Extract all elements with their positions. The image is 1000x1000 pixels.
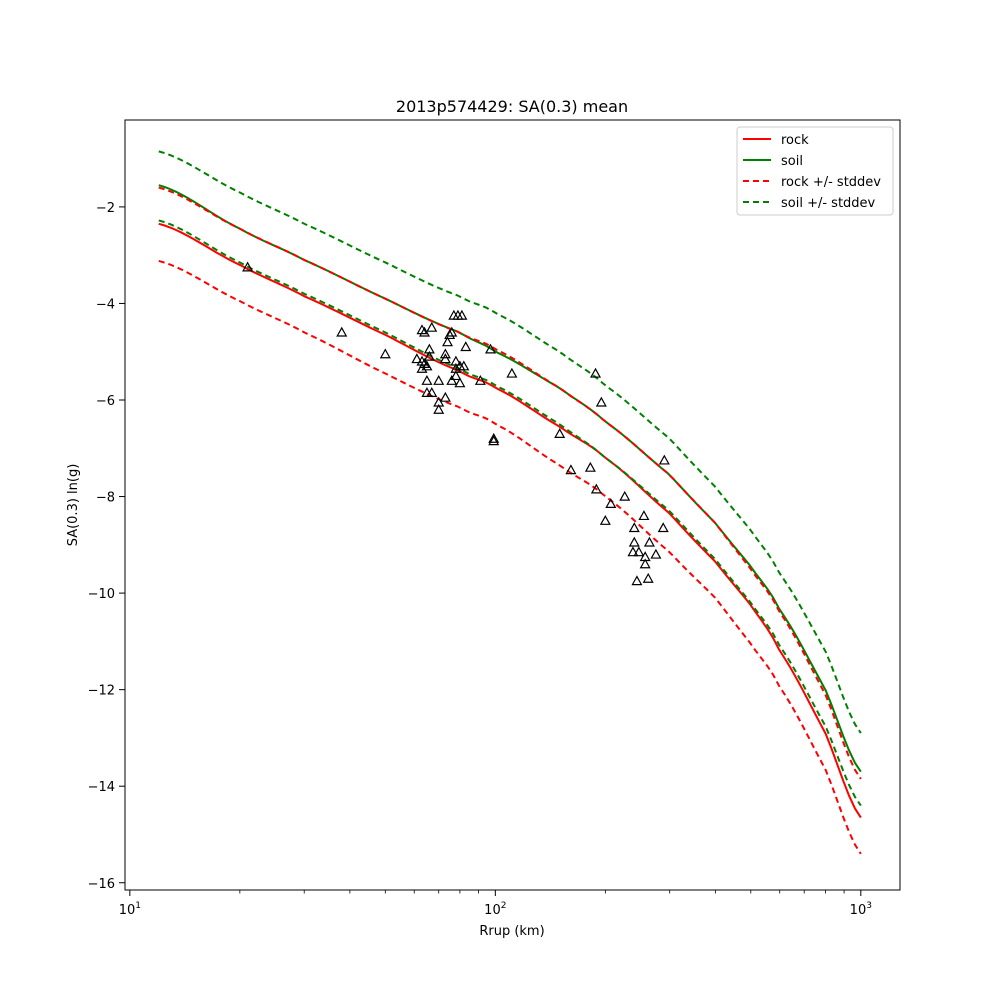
chart-title: 2013p574429: SA(0.3) mean <box>396 97 628 116</box>
observation-point <box>433 403 445 414</box>
legend-label: soil +/- stddev <box>781 196 876 211</box>
observation-point <box>454 377 466 388</box>
y-axis: −2 −4 −6 −8 −10 −12 −14 −16 <box>88 201 125 892</box>
observation-point <box>433 374 445 385</box>
observation-point <box>643 536 655 547</box>
legend-label: rock +/- stddev <box>781 175 881 190</box>
observation-point <box>444 329 456 340</box>
plot-area <box>158 150 862 855</box>
observation-point <box>633 546 645 557</box>
observation-point <box>439 353 451 364</box>
legend-box <box>736 126 894 216</box>
observation-point <box>418 358 431 368</box>
observation-point <box>418 326 431 337</box>
observation-point <box>599 514 611 525</box>
plot-frame <box>124 119 901 891</box>
observation-point <box>590 483 602 494</box>
legend-label: rock <box>781 133 809 148</box>
observation-point <box>627 546 639 557</box>
observation-point <box>638 510 650 521</box>
observation-point <box>650 548 662 559</box>
series-line-4 <box>158 150 862 734</box>
observation-point <box>605 498 617 508</box>
legend: rock soil rock +/- stddev soil +/- stddev <box>736 126 894 216</box>
y-tick-label: −2 <box>96 201 115 216</box>
x-axis: 101 102 103 <box>119 890 872 918</box>
observation-point <box>458 360 470 371</box>
observation-point <box>456 309 468 320</box>
series-line-0 <box>158 222 862 819</box>
observation-point <box>442 336 454 347</box>
y-tick-label: −8 <box>96 491 115 506</box>
series-line-3 <box>158 260 862 855</box>
observation-point <box>619 490 631 501</box>
y-tick-label: −12 <box>88 684 115 699</box>
x-tick-label: 102 <box>484 901 506 918</box>
observation-point <box>506 367 518 378</box>
x-axis-label: Rrup (km) <box>479 924 544 939</box>
observation-point <box>642 572 654 583</box>
observation-point <box>474 374 486 385</box>
y-tick-label: −16 <box>88 877 115 892</box>
observation-point <box>658 454 670 465</box>
y-tick-label: −14 <box>88 780 115 795</box>
observation-point <box>460 341 472 352</box>
observation-point <box>416 362 428 373</box>
observation-point <box>421 360 433 371</box>
observation-point <box>488 432 500 443</box>
observation-point <box>584 461 596 472</box>
observation-point <box>411 353 423 364</box>
observation-point <box>628 536 640 547</box>
observation-point <box>426 387 438 397</box>
observation-point <box>628 522 640 533</box>
observation-point <box>484 343 497 354</box>
observation-point <box>639 558 651 569</box>
observation-point <box>446 326 458 337</box>
observation-point <box>590 367 602 378</box>
series-layer <box>158 150 862 855</box>
observation-point <box>657 522 669 533</box>
observation-point <box>488 435 500 446</box>
y-tick-label: −4 <box>96 297 115 312</box>
observation-point <box>446 374 458 385</box>
observation-point <box>450 370 462 381</box>
observation-point <box>379 348 391 359</box>
observation-point <box>426 321 438 332</box>
observation-point <box>565 464 577 475</box>
observation-point <box>439 391 451 402</box>
observation-point <box>631 575 643 586</box>
observation-point <box>421 374 433 385</box>
x-tick-label: 103 <box>850 901 872 918</box>
observation-point <box>439 348 451 359</box>
series-line-5 <box>158 219 862 807</box>
y-tick-label: −10 <box>88 587 115 602</box>
observations-layer <box>242 261 670 586</box>
x-tick-label: 101 <box>119 901 141 918</box>
observation-point <box>242 261 254 272</box>
observation-point <box>423 350 435 361</box>
series-line-2 <box>158 186 862 780</box>
legend-label: soil <box>781 154 803 169</box>
observation-point <box>336 326 348 337</box>
observation-point <box>554 428 566 438</box>
y-axis-label: SA(0.3) ln(g) <box>66 464 81 547</box>
observation-point <box>595 396 607 407</box>
y-tick-label: −6 <box>96 394 115 409</box>
